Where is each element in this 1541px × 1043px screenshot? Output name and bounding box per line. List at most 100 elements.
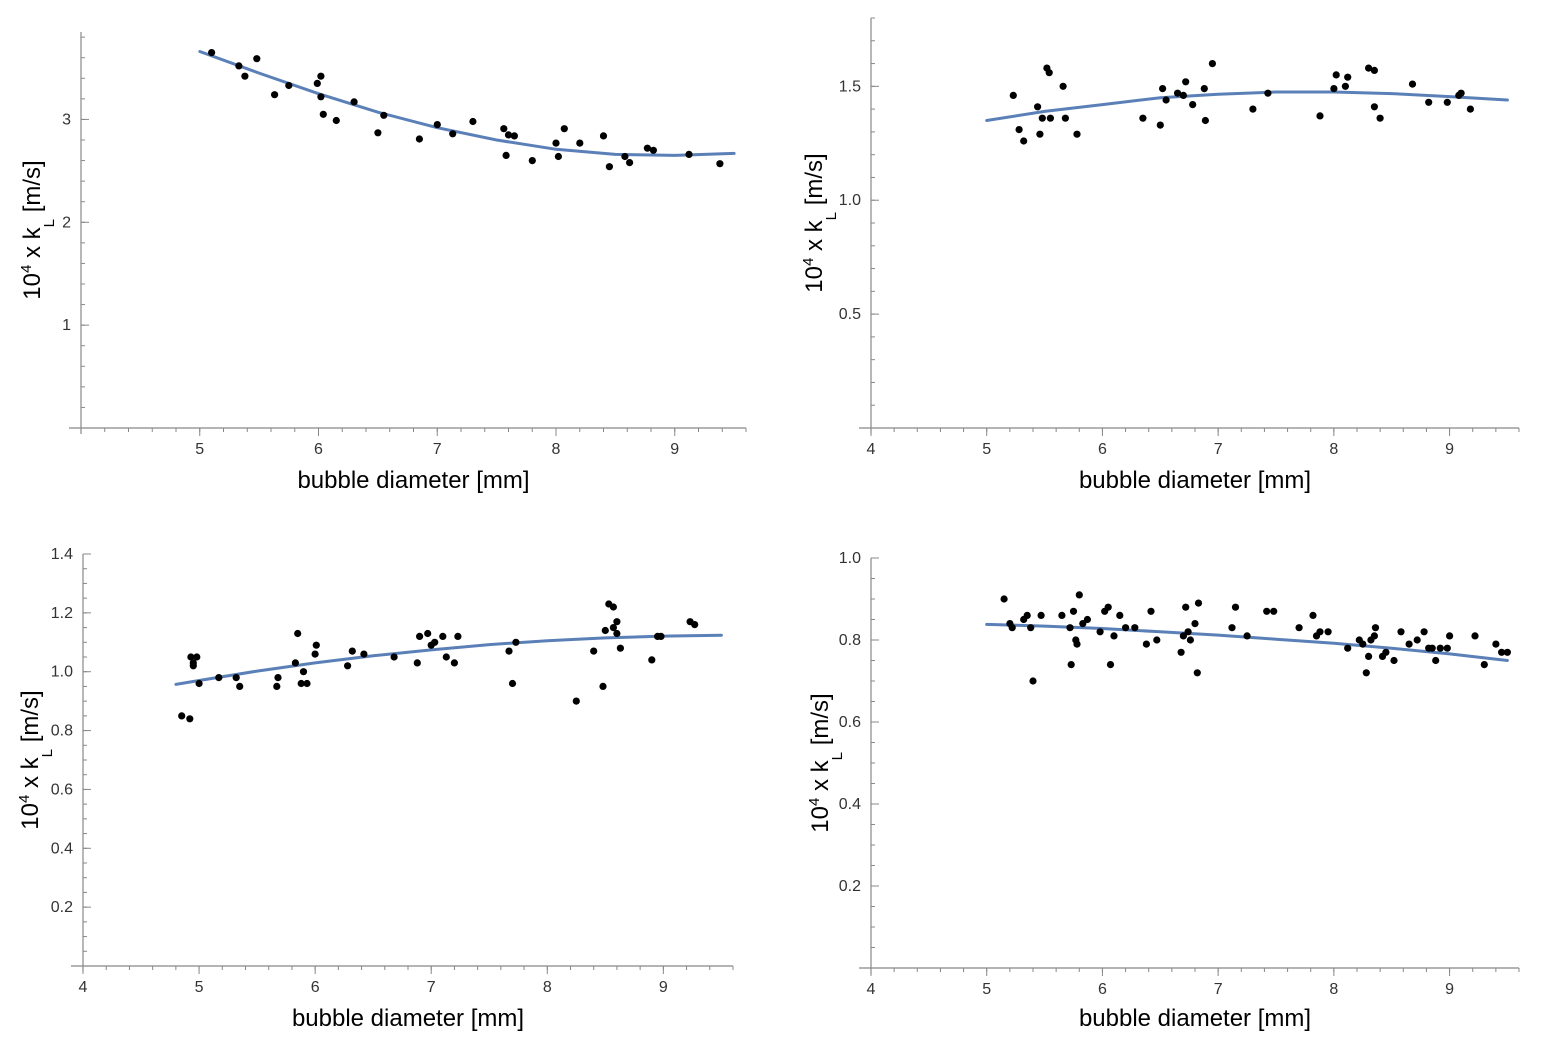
data-point [1370, 66, 1378, 74]
y-axis-title-exp: 4 [806, 798, 823, 806]
data-point [1073, 640, 1081, 648]
data-point [1194, 599, 1203, 607]
data-point [1147, 607, 1155, 615]
y-axis-title-prefix: 10 [19, 273, 46, 300]
data-point [609, 624, 618, 632]
data-point [649, 146, 658, 154]
x-tick-label: 6 [1098, 981, 1107, 998]
data-point [613, 618, 621, 626]
x-tick-label: 5 [195, 979, 204, 996]
data-point [1243, 632, 1251, 640]
data-point [1295, 624, 1303, 632]
x-tick-label: 8 [1329, 981, 1338, 998]
panel-bottom-left: 4 5 6 7 8 9 0.2 0.4 0.6 0.8 1.0 1.2 1.4 bubble diamet… [16, 546, 734, 1032]
data-point [297, 679, 305, 688]
data-point [554, 152, 563, 161]
y-tick-label: 0.6 [839, 714, 861, 731]
data-point [178, 712, 186, 720]
data-point [1045, 69, 1053, 77]
y-tick-label: 0.4 [51, 840, 73, 857]
data-point [1420, 628, 1428, 636]
data-point [648, 656, 656, 664]
y-axis-title-mid: x k [807, 759, 834, 797]
data-point [415, 135, 423, 143]
data-point [1058, 611, 1066, 620]
data-point [1390, 656, 1398, 665]
x-tick-label: 9 [1445, 981, 1454, 998]
x-tick-label: 6 [311, 979, 320, 996]
data-point [1457, 89, 1465, 97]
x-tick-label: 8 [543, 979, 552, 996]
data-point [1413, 636, 1421, 644]
y-axis-title-exp: 4 [18, 265, 35, 273]
data-point [1131, 624, 1139, 632]
data-point [1073, 130, 1081, 138]
data-point [1344, 644, 1352, 652]
x-tick-label: 7 [1214, 981, 1223, 998]
data-point [1179, 632, 1187, 640]
data-point [380, 111, 388, 119]
x-tick-label: 9 [1445, 441, 1454, 458]
y-axis-title-sub: L [41, 219, 58, 227]
y-axis-title: 104 x kL [m/s] [16, 690, 56, 829]
data-point [1249, 105, 1257, 113]
data-point [609, 603, 618, 611]
data-point [274, 674, 282, 682]
x-tick-label: 5 [195, 441, 204, 458]
data-point [1201, 116, 1209, 125]
data-point [350, 98, 358, 106]
data-point [1159, 85, 1167, 93]
data-point [449, 130, 457, 138]
data-point [416, 632, 424, 641]
data-point [1069, 607, 1078, 615]
data-point [1189, 101, 1197, 109]
data-point [528, 157, 536, 165]
data-point [1059, 82, 1067, 90]
x-tick-label: 8 [1329, 441, 1338, 458]
data-point [1408, 80, 1417, 88]
data-point [1231, 603, 1240, 611]
x-tick-label: 9 [670, 441, 679, 458]
y-axis-title-mid: x k [19, 226, 46, 264]
y-tick-label: 1.2 [51, 605, 73, 622]
data-point [1316, 628, 1324, 636]
data-point [1075, 591, 1083, 599]
data-point [1324, 628, 1332, 636]
data-point [299, 668, 308, 676]
data-point [235, 62, 243, 70]
data-point [510, 132, 518, 140]
fit-line [985, 622, 1509, 662]
y-axis-title-mid: x k [801, 219, 828, 257]
panel-bottom-right: 4 5 6 7 8 9 0.2 0.4 0.6 0.8 1.0 bubble diameter [mm… [806, 550, 1520, 1032]
data-point [1110, 632, 1118, 640]
data-point [1446, 632, 1454, 640]
y-axis-title-prefix: 10 [17, 803, 44, 830]
data-point [433, 121, 441, 129]
data-point [500, 125, 508, 133]
data-point [195, 679, 203, 688]
data-point [560, 125, 568, 133]
data-point [1503, 648, 1511, 656]
data-point [232, 674, 240, 682]
x-axis-title: bubble diameter [mm] [1079, 1005, 1311, 1032]
data-point [613, 629, 621, 638]
data-point [1264, 89, 1272, 97]
data-point [1263, 607, 1271, 615]
x-tick-label: 5 [982, 441, 991, 458]
y-tick-label: 0.5 [839, 306, 861, 323]
data-point [1174, 89, 1182, 97]
data-point [431, 638, 439, 646]
data-point [576, 139, 584, 147]
data-point [1067, 661, 1075, 669]
data-point [1182, 603, 1190, 611]
data-point [716, 160, 724, 168]
y-axis-title-unit: [m/s] [807, 693, 834, 752]
data-point [505, 647, 513, 655]
data-point [1034, 103, 1042, 111]
data-point [1000, 595, 1008, 603]
data-point [1193, 669, 1201, 677]
data-point [1376, 114, 1384, 122]
y-tick-label: 1.0 [51, 664, 73, 681]
data-point [590, 647, 598, 655]
